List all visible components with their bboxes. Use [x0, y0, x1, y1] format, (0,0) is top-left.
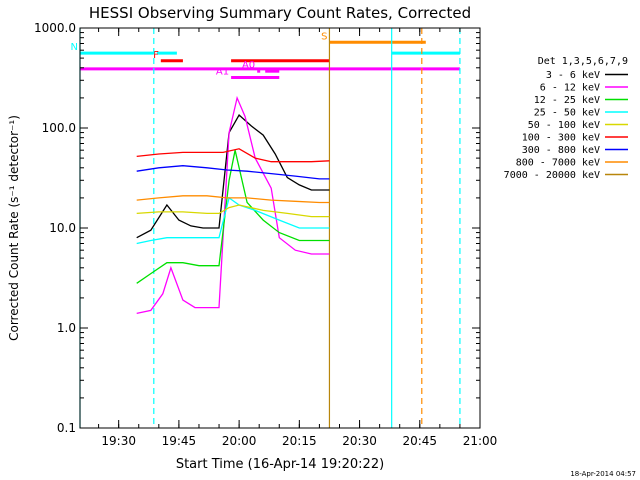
legend-entry-label: 25 - 50 keV	[534, 108, 600, 119]
x-tick-label: 20:15	[282, 434, 317, 448]
y-tick-label: 1.0	[57, 321, 76, 335]
x-tick-label: 20:30	[342, 434, 377, 448]
flag-bar-label: A1	[216, 66, 229, 77]
series-line	[136, 165, 330, 180]
series-line	[136, 196, 330, 245]
series-line	[136, 148, 330, 163]
plot-frame	[79, 27, 481, 429]
flag-bars: N S F A0 A1	[71, 31, 460, 79]
chart-title: HESSI Observing Summary Count Rates, Cor…	[89, 4, 471, 22]
series-line	[136, 95, 330, 315]
legend-entry-label: 3 - 6 keV	[546, 70, 600, 81]
flag-bar-label: S	[321, 31, 327, 42]
x-axis-label: Start Time (16-Apr-14 19:20:22)	[176, 457, 384, 472]
y-tick-label: 100.0	[42, 121, 76, 135]
legend-entry-label: 800 - 7000 keV	[516, 158, 600, 169]
x-tick-label: 21:00	[463, 434, 498, 448]
y-tick-label: 10.0	[49, 221, 76, 235]
legend-header: Det 1,3,5,6,7,9	[538, 56, 628, 67]
legend-entry-label: 300 - 800 keV	[522, 145, 600, 156]
flag-bar-label: A0	[242, 60, 255, 71]
y-axis-ticks: 0.1 1.0 10.0 100.0 1000.0	[34, 21, 480, 435]
x-tick-label: 19:30	[101, 434, 136, 448]
x-tick-label: 20:00	[222, 434, 257, 448]
legend-entry-label: 7000 - 20000 keV	[504, 170, 600, 181]
flag-bar-label: F	[153, 50, 159, 61]
y-tick-label: 1000.0	[34, 21, 76, 35]
legend-entry-label: 6 - 12 keV	[540, 83, 600, 94]
legend-entry-label: 12 - 25 keV	[534, 95, 600, 106]
legend-entry-label: 50 - 100 keV	[528, 120, 600, 131]
flag-bar-label: N	[71, 42, 78, 53]
series-line	[136, 113, 330, 239]
y-axis-label: Corrected Count Rate (s⁻¹ detector⁻¹)	[7, 115, 21, 341]
x-axis-ticks: 19:30 19:45 20:00 20:15 20:30 20:45 21:00	[98, 28, 498, 448]
y-tick-label: 0.1	[57, 421, 76, 435]
legend-entry-label: 100 - 300 keV	[522, 133, 600, 144]
vertical-markers	[79, 28, 461, 428]
series-line	[136, 150, 330, 284]
series-group	[136, 95, 330, 315]
x-tick-label: 19:45	[162, 434, 197, 448]
x-tick-label: 20:45	[402, 434, 437, 448]
series-line	[136, 195, 330, 204]
timestamp: 18-Apr-2014 04:57	[570, 470, 636, 478]
series-line	[136, 204, 330, 218]
